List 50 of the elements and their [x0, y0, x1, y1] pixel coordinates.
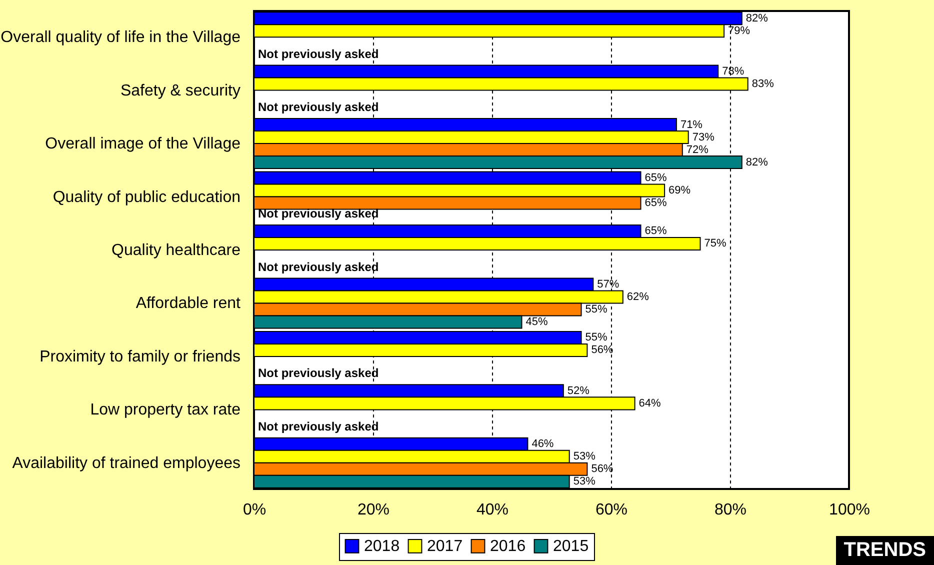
- annotation: Not previously asked: [258, 206, 379, 221]
- annotation: Not previously asked: [258, 260, 379, 274]
- data-label: 53%: [573, 476, 596, 488]
- legend-label: 2015: [553, 538, 589, 556]
- legend-label: 2018: [364, 538, 400, 556]
- y-tick-label: Quality of public education: [52, 188, 240, 206]
- y-tick-label: Availability of trained employees: [12, 454, 240, 472]
- data-label: 62%: [626, 290, 650, 303]
- data-label: 82%: [746, 12, 768, 24]
- x-tick-label: 80%: [714, 502, 747, 518]
- data-label: 55%: [585, 303, 608, 316]
- y-tick-label: Safety & security: [120, 82, 240, 100]
- y-tick-label: Quality healthcare: [112, 242, 241, 259]
- data-label: 69%: [668, 184, 691, 197]
- x-tick-label: 40%: [476, 502, 509, 518]
- data-label: 57%: [597, 278, 620, 290]
- data-label: 83%: [752, 78, 774, 90]
- annotation: Not previously asked: [258, 419, 379, 434]
- data-label: 55%: [585, 332, 608, 344]
- y-tick-label: Proximity to family or friends: [40, 348, 240, 366]
- legend-label: 2016: [490, 538, 526, 556]
- annotation: Not previously asked: [258, 46, 379, 61]
- data-label: 78%: [722, 66, 744, 78]
- x-tick-label: 60%: [595, 502, 628, 518]
- data-label: 82%: [746, 156, 768, 168]
- data-label: 64%: [638, 397, 662, 410]
- annotation: Not previously asked: [258, 366, 379, 380]
- data-label: 73%: [692, 131, 715, 144]
- data-label: 72%: [686, 144, 709, 156]
- y-tick-label: Affordable rent: [136, 295, 242, 312]
- data-label: 45%: [526, 316, 548, 328]
- data-label: 65%: [644, 225, 667, 238]
- x-tick-label: 100%: [829, 502, 870, 518]
- data-label: 52%: [567, 384, 590, 397]
- y-tick-label: Overall quality of life in the Village: [0, 29, 241, 46]
- y-tick-label: Overall image of the Village: [45, 136, 241, 153]
- annotation: Not previously asked: [258, 100, 379, 114]
- x-tick-label: 0%: [242, 502, 266, 518]
- data-label: 71%: [680, 118, 703, 131]
- data-label: 56%: [591, 344, 614, 356]
- y-tick-label: Low property tax rate: [90, 402, 241, 419]
- data-label: 65%: [644, 172, 667, 184]
- data-label: 56%: [591, 463, 614, 476]
- data-label: 46%: [532, 438, 554, 450]
- legend-label: 2017: [427, 538, 463, 556]
- data-label: 65%: [644, 197, 667, 210]
- x-tick-label: 20%: [357, 502, 390, 518]
- data-label: 75%: [704, 238, 726, 250]
- data-label: 53%: [573, 450, 596, 463]
- text: TRENDS: [836, 536, 934, 565]
